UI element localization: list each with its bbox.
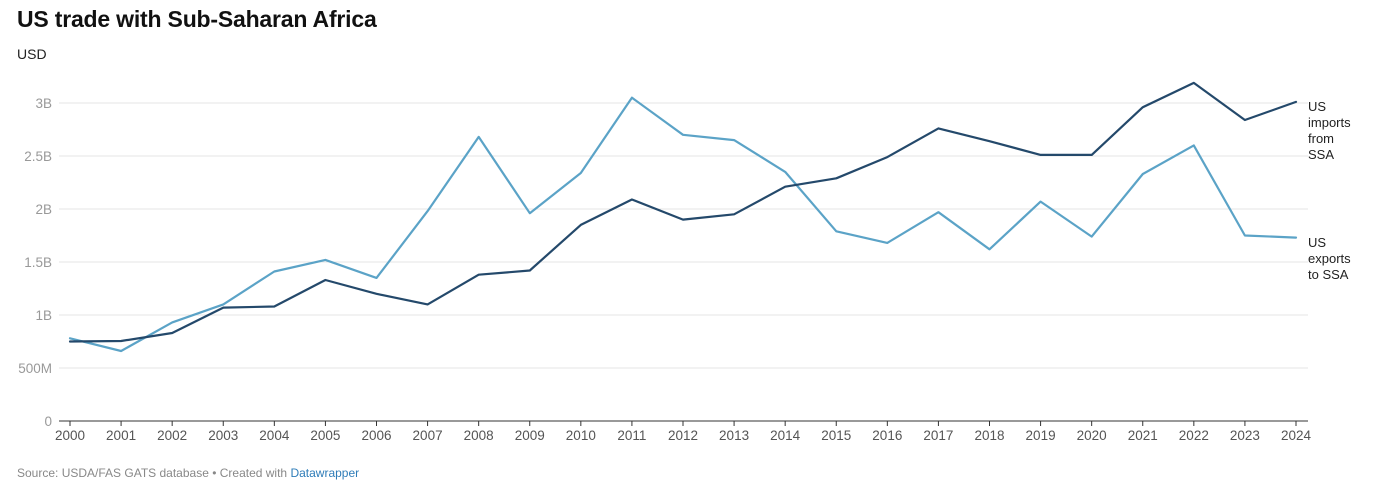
series-label-line: to SSA: [1308, 267, 1349, 282]
grid-lines: [59, 102, 1308, 369]
x-tick-label: 2010: [566, 428, 596, 443]
y-axis-ticks: 0 500M 1B 1.5B 2B 2.5B 3B: [18, 96, 52, 429]
imports-series-label: US imports from SSA: [1308, 99, 1351, 162]
y-tick-label: 0: [44, 414, 52, 429]
x-tick-label: 2011: [617, 428, 646, 443]
datawrapper-link[interactable]: Datawrapper: [290, 466, 360, 480]
x-tick-label: 2018: [974, 428, 1004, 443]
exports-series-line: [68, 96, 1298, 353]
y-tick-label: 2B: [35, 202, 52, 217]
x-tick-label: 2017: [923, 428, 953, 443]
x-tick-label: 2020: [1077, 428, 1107, 443]
x-tick-label: 2019: [1026, 428, 1056, 443]
y-tick-label: 1.5B: [24, 255, 52, 270]
y-tick-label: 1B: [35, 308, 52, 323]
y-tick-label: 2.5B: [24, 149, 52, 164]
source-footer: Source: USDA/FAS GATS database • Created…: [17, 466, 359, 480]
series-label-line: imports: [1308, 115, 1351, 130]
x-tick-label: 2016: [872, 428, 902, 443]
y-tick-label: 500M: [18, 361, 52, 376]
y-tick-label: 3B: [35, 96, 52, 111]
x-tick-label: 2007: [413, 428, 443, 443]
x-tick-label: 2003: [208, 428, 238, 443]
x-tick-label: 2013: [719, 428, 749, 443]
x-tick-label: 2005: [310, 428, 340, 443]
x-tick-label: 2015: [821, 428, 851, 443]
x-tick-label: 2012: [668, 428, 698, 443]
y-axis-unit-label: USD: [17, 46, 47, 62]
x-tick-label: 2024: [1281, 428, 1312, 443]
x-tick-label: 2009: [515, 428, 545, 443]
x-axis-ticks: 2000 2001 2002 2003 2004 2005 2006 2007 2008 2009…: [55, 421, 1312, 443]
series-label-line: US: [1308, 99, 1326, 114]
exports-series-label: US exports to SSA: [1308, 235, 1351, 282]
x-tick-label: 2023: [1230, 428, 1260, 443]
x-tick-label: 2008: [464, 428, 494, 443]
x-tick-label: 2004: [259, 428, 290, 443]
chart-title: US trade with Sub-Saharan Africa: [17, 6, 377, 32]
x-tick-label: 2002: [157, 428, 187, 443]
x-tick-label: 2006: [361, 428, 391, 443]
x-tick-label: 2000: [55, 428, 85, 443]
x-tick-label: 2001: [106, 428, 136, 443]
imports-series-line: [68, 81, 1298, 343]
source-text: Source: USDA/FAS GATS database • Created…: [17, 466, 291, 480]
x-tick-label: 2021: [1128, 428, 1158, 443]
series-label-line: from: [1308, 131, 1334, 146]
series-label-line: US: [1308, 235, 1326, 250]
x-tick-label: 2022: [1179, 428, 1209, 443]
x-tick-label: 2014: [770, 428, 801, 443]
series-lines: [68, 81, 1298, 353]
series-label-line: exports: [1308, 251, 1351, 266]
series-label-line: SSA: [1308, 147, 1334, 162]
